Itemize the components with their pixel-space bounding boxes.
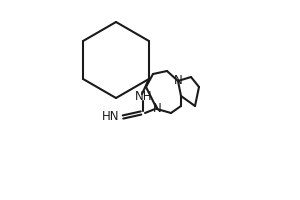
Text: N: N	[174, 74, 182, 88]
Text: NH: NH	[135, 90, 153, 104]
Text: N: N	[153, 102, 161, 116]
Text: HN: HN	[101, 110, 119, 123]
